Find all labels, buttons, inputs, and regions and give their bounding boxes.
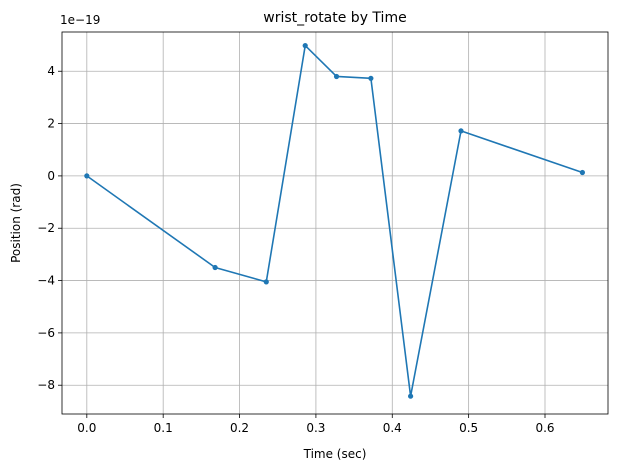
x-tick-label: 0.6 bbox=[535, 421, 554, 435]
data-point bbox=[579, 169, 586, 176]
data-point bbox=[408, 393, 414, 399]
x-tick-label: 0.2 bbox=[230, 421, 249, 435]
data-point bbox=[263, 279, 269, 285]
x-tick-label: 0.0 bbox=[77, 421, 96, 435]
axis-ticks: 0.0 0.1 0.2 0.3 0.4 0.5 0.6 −8 −6 −4 −2 0 2 4 bbox=[37, 64, 554, 435]
y-tick-label: −2 bbox=[37, 221, 55, 235]
x-tick-label: 0.4 bbox=[383, 421, 402, 435]
series-layer bbox=[84, 43, 586, 399]
x-tick-label: 0.5 bbox=[459, 421, 478, 435]
data-point bbox=[458, 128, 464, 134]
series-line bbox=[86, 44, 583, 398]
y-tick-label: −8 bbox=[37, 378, 55, 392]
y-axis-label: Position (rad) bbox=[9, 183, 23, 263]
y-tick-label: 2 bbox=[47, 117, 55, 131]
y-tick-label: −4 bbox=[37, 274, 55, 288]
data-point bbox=[302, 43, 308, 49]
data-point bbox=[333, 73, 340, 80]
chart-title: wrist_rotate by Time bbox=[263, 10, 406, 26]
x-tick-label: 0.1 bbox=[154, 421, 173, 435]
x-tick-label: 0.3 bbox=[306, 421, 325, 435]
y-tick-label: −6 bbox=[37, 326, 55, 340]
y-axis-offset-text: 1e−19 bbox=[60, 13, 100, 27]
data-point bbox=[84, 173, 90, 179]
plot-frame bbox=[61, 31, 609, 415]
y-tick-label: 4 bbox=[47, 64, 55, 78]
data-point bbox=[368, 75, 374, 81]
x-axis-label: Time (sec) bbox=[303, 447, 367, 461]
y-tick-label: 0 bbox=[47, 169, 55, 183]
data-point bbox=[212, 264, 218, 271]
grid-lines bbox=[62, 32, 608, 414]
